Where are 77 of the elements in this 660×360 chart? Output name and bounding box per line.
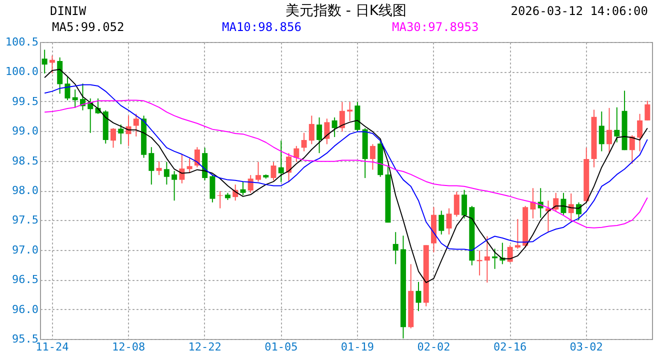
candlestick [316, 116, 322, 154]
candlestick [42, 49, 48, 74]
candlestick [270, 161, 276, 181]
candlestick [598, 111, 604, 152]
candlestick [614, 106, 620, 143]
y-tick-label: 97.5 [12, 214, 38, 227]
candlestick [553, 192, 559, 212]
candlestick [392, 232, 398, 265]
y-tick-label: 95.5 [12, 332, 38, 346]
y-tick-label: 100.5 [5, 36, 38, 48]
text: MA30:97.8953 [392, 20, 479, 34]
candlestick [255, 161, 261, 182]
candlestick [210, 174, 216, 203]
candlestick [308, 115, 314, 145]
candlestick [484, 236, 490, 284]
y-tick-label: 100.0 [5, 65, 38, 78]
candlestick [446, 208, 452, 235]
candlestick [118, 124, 124, 145]
candlestick [278, 140, 284, 183]
candlestick [606, 107, 612, 154]
y-tick-label: 98.5 [12, 154, 38, 168]
candlestick [629, 134, 635, 164]
candlestick [64, 76, 70, 101]
x-tick-label: 02-02 [417, 340, 450, 354]
candlestick [286, 152, 292, 183]
text: 2026-03-12 14:06:00 [510, 4, 648, 18]
candlestick [332, 116, 338, 138]
candlestick [507, 244, 513, 263]
line-series [44, 84, 648, 251]
candlestick [370, 144, 376, 170]
candlestick [454, 191, 460, 218]
chart-title: 美元指数 - 日K线图 [285, 3, 407, 19]
candlestick [347, 101, 353, 122]
candlestick [438, 210, 444, 235]
candlestick [72, 89, 78, 108]
line-series [44, 100, 648, 228]
text: DINIW [50, 4, 86, 18]
y-tick-label: 99.5 [12, 94, 38, 108]
candlestick [514, 218, 520, 250]
candlestick [644, 100, 650, 121]
y-tick-label: 96.5 [12, 273, 38, 286]
y-tick-label: 98.0 [12, 184, 38, 197]
x-tick-label: 12-08 [112, 340, 146, 354]
candlestick [110, 128, 116, 148]
candlestick [301, 132, 307, 152]
x-tick-label: 01-05 [264, 340, 298, 354]
candlestick [248, 174, 254, 194]
candlestick [133, 113, 139, 137]
candlestick [560, 192, 566, 216]
candlestick [240, 181, 246, 196]
candlestick [568, 192, 574, 222]
candlestick [148, 146, 154, 186]
candlestick [49, 55, 55, 74]
candlestick [172, 170, 178, 202]
x-tick-label: 12-22 [188, 340, 222, 354]
candlestick [57, 56, 63, 94]
y-tick-label: 99.0 [12, 124, 38, 138]
x-tick-label: 02-16 [494, 340, 527, 354]
text: MA5:99.052 [52, 20, 124, 34]
y-tick-label: 96.0 [12, 302, 38, 316]
candlestick [416, 281, 422, 312]
candlestick [179, 154, 185, 184]
x-tick-label: 11-24 [36, 340, 70, 354]
x-tick-label: 03-02 [570, 340, 603, 354]
candlestick [576, 202, 582, 221]
text: MA10:98.856 [222, 20, 302, 34]
candlestick [462, 189, 468, 219]
candlestick [156, 160, 162, 176]
candlestick [186, 158, 192, 174]
candlestick [194, 146, 200, 168]
x-tick-label: 01-19 [340, 340, 374, 354]
candlestick [294, 145, 300, 162]
candlestick [324, 118, 330, 145]
candlestick [164, 161, 170, 186]
candlestick [637, 113, 643, 152]
candlestick [339, 101, 345, 132]
y-tick-label: 97.0 [12, 243, 38, 256]
